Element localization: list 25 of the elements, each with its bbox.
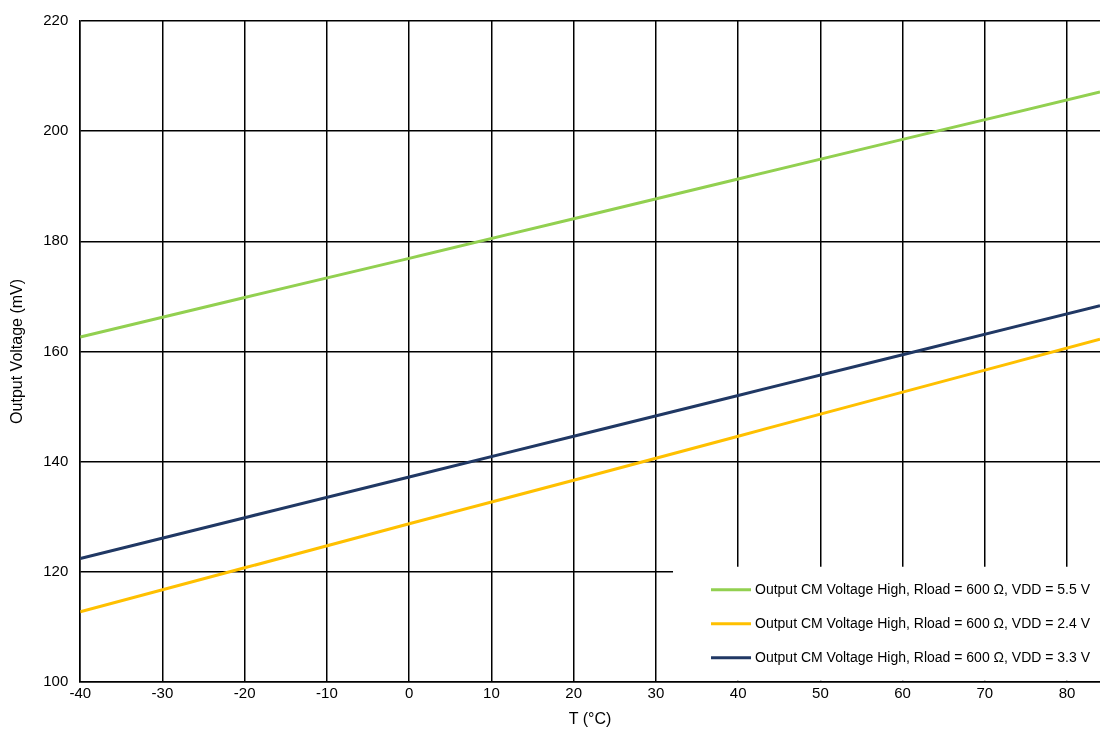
- x-tick-label: -10: [316, 683, 338, 701]
- x-tick-label: -40: [69, 683, 92, 701]
- legend-label: Output CM Voltage High, Rload = 600 Ω, VDD = 2.4 V: [755, 614, 1091, 631]
- y-tick-label: 120: [43, 561, 69, 579]
- x-tick-label: 50: [812, 683, 829, 701]
- y-tick-label: 180: [43, 231, 69, 249]
- x-tick-label: 60: [894, 683, 911, 701]
- x-tick-label: 40: [729, 683, 747, 701]
- y-tick-label: 100: [43, 671, 69, 689]
- x-tick-label: 70: [976, 683, 994, 701]
- legend-label: Output CM Voltage High, Rload = 600 Ω, VDD = 3.3 V: [755, 648, 1091, 665]
- x-tick-label: -30: [151, 683, 174, 701]
- x-tick-label: 10: [483, 683, 500, 701]
- y-axis-title: Output Voltage (mV): [8, 278, 26, 424]
- y-tick-label: 160: [43, 341, 69, 359]
- x-tick-label: -20: [233, 683, 256, 701]
- x-tick-label: 30: [647, 683, 665, 701]
- x-tick-label: 20: [565, 683, 583, 701]
- y-tick-label: 140: [43, 451, 69, 469]
- legend-label: Output CM Voltage High, Rload = 600 Ω, VDD = 5.5 V: [755, 580, 1091, 597]
- x-tick-label: 0: [405, 683, 414, 701]
- y-tick-label: 200: [43, 121, 69, 139]
- x-axis-title: T (°C): [568, 709, 612, 727]
- y-tick-label: 220: [43, 11, 69, 29]
- x-tick-label: 80: [1058, 683, 1076, 701]
